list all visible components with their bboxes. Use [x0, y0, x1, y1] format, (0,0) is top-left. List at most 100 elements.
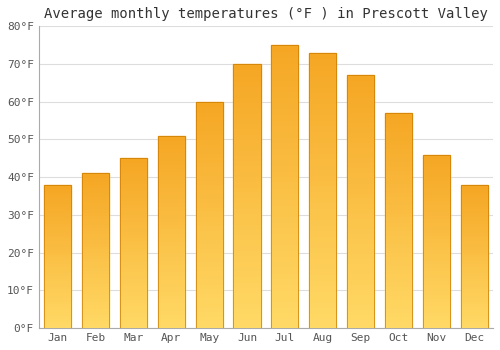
- Bar: [82, 325, 109, 328]
- Bar: [422, 290, 450, 293]
- Bar: [347, 100, 374, 106]
- Bar: [44, 288, 72, 291]
- Bar: [196, 292, 223, 296]
- Bar: [196, 124, 223, 129]
- Bar: [385, 199, 412, 203]
- Bar: [309, 185, 336, 190]
- Bar: [196, 161, 223, 165]
- Bar: [347, 323, 374, 328]
- Bar: [234, 106, 260, 112]
- Bar: [120, 271, 147, 274]
- Bar: [82, 316, 109, 319]
- Bar: [422, 307, 450, 311]
- Bar: [309, 323, 336, 328]
- Bar: [271, 158, 298, 164]
- Bar: [422, 165, 450, 168]
- Bar: [120, 226, 147, 230]
- Bar: [309, 141, 336, 146]
- Bar: [422, 255, 450, 259]
- Bar: [44, 231, 72, 233]
- Bar: [82, 226, 109, 229]
- Bar: [44, 233, 72, 236]
- Bar: [44, 305, 72, 308]
- Bar: [158, 201, 185, 205]
- Bar: [158, 263, 185, 267]
- Bar: [158, 298, 185, 301]
- Bar: [271, 45, 298, 51]
- Bar: [44, 248, 72, 251]
- Bar: [44, 322, 72, 326]
- Bar: [385, 203, 412, 208]
- Bar: [196, 301, 223, 306]
- Bar: [196, 147, 223, 152]
- Bar: [82, 232, 109, 235]
- Bar: [120, 274, 147, 277]
- Bar: [196, 242, 223, 247]
- Bar: [309, 207, 336, 212]
- Bar: [347, 267, 374, 273]
- Bar: [158, 144, 185, 147]
- Bar: [234, 180, 260, 186]
- Bar: [422, 200, 450, 203]
- Bar: [158, 267, 185, 271]
- Bar: [234, 101, 260, 106]
- Bar: [271, 238, 298, 243]
- Bar: [44, 291, 72, 294]
- Bar: [120, 182, 147, 186]
- Bar: [460, 288, 488, 291]
- Bar: [82, 211, 109, 214]
- Bar: [347, 303, 374, 308]
- Bar: [385, 139, 412, 143]
- Bar: [385, 315, 412, 320]
- Bar: [44, 279, 72, 282]
- Bar: [120, 301, 147, 304]
- Bar: [196, 111, 223, 116]
- Bar: [385, 289, 412, 294]
- Bar: [196, 170, 223, 174]
- Bar: [422, 228, 450, 231]
- Bar: [82, 176, 109, 180]
- Bar: [385, 242, 412, 246]
- Bar: [44, 259, 72, 262]
- Bar: [460, 233, 488, 236]
- Bar: [385, 238, 412, 242]
- Bar: [234, 291, 260, 296]
- Bar: [347, 313, 374, 318]
- Bar: [158, 136, 185, 140]
- Bar: [82, 297, 109, 300]
- Bar: [196, 256, 223, 260]
- Bar: [347, 222, 374, 227]
- Bar: [234, 96, 260, 101]
- Bar: [196, 224, 223, 229]
- Bar: [309, 80, 336, 86]
- Bar: [120, 315, 147, 318]
- Bar: [234, 281, 260, 286]
- Bar: [120, 264, 147, 267]
- Bar: [82, 285, 109, 288]
- Bar: [158, 155, 185, 159]
- Bar: [120, 199, 147, 203]
- Bar: [158, 247, 185, 251]
- Bar: [82, 322, 109, 325]
- Bar: [120, 175, 147, 179]
- Bar: [460, 271, 488, 274]
- Bar: [158, 220, 185, 224]
- Bar: [234, 233, 260, 238]
- Bar: [385, 302, 412, 307]
- Bar: [347, 146, 374, 151]
- Bar: [271, 187, 298, 193]
- Bar: [196, 215, 223, 219]
- Bar: [422, 314, 450, 318]
- Bar: [460, 239, 488, 242]
- Bar: [234, 64, 260, 69]
- Bar: [347, 182, 374, 187]
- Bar: [120, 193, 147, 196]
- Bar: [271, 193, 298, 198]
- Bar: [44, 262, 72, 265]
- Bar: [385, 147, 412, 152]
- Bar: [460, 262, 488, 265]
- Bar: [120, 169, 147, 172]
- Bar: [82, 310, 109, 313]
- Bar: [309, 273, 336, 279]
- Bar: [158, 305, 185, 309]
